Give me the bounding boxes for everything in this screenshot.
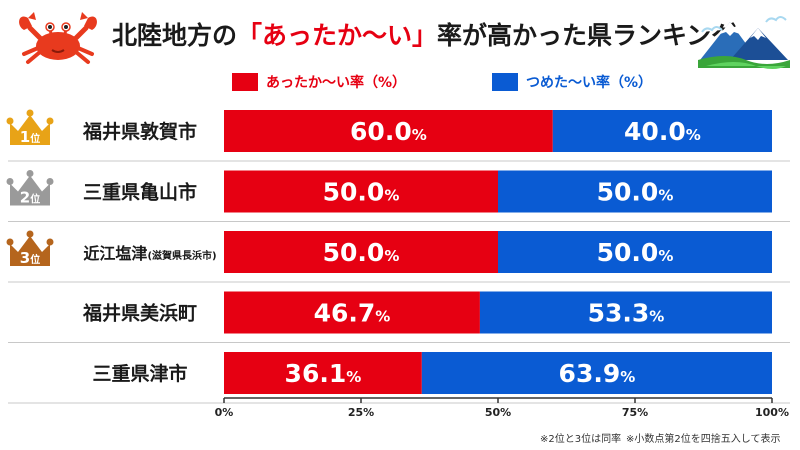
legend-item-cold: つめた〜い率（%） (492, 72, 652, 92)
bar-cold (498, 231, 772, 273)
bar-warm (224, 231, 498, 273)
category-label: 三重県津市 (92, 362, 187, 385)
bar-warm (224, 170, 498, 213)
category-label: 近江塩津(滋賀県長浜市) (83, 244, 216, 263)
crab-icon (19, 12, 97, 64)
data-label-warm: 50.0% (323, 238, 400, 267)
crown-tip (46, 117, 54, 125)
x-tick-label: 0% (215, 406, 234, 419)
data-label-cold: 50.0% (597, 238, 674, 267)
mountain-icon (698, 16, 790, 69)
bar-cold (552, 110, 772, 152)
data-label-cold: 63.9% (559, 359, 636, 388)
footnote-rounding: ※小数点第2位を四捨五入して表示 (626, 434, 781, 445)
rank-label: 1位 (20, 128, 40, 146)
category-label: 福井県敦賀市 (82, 120, 197, 143)
crown-icon (10, 115, 50, 145)
data-label-warm: 36.1% (285, 359, 362, 388)
x-tick-label: 25% (348, 406, 374, 419)
bar-warm (224, 110, 553, 152)
data-label-warm: 50.0% (323, 178, 400, 207)
crown-tip (6, 178, 14, 185)
data-label-cold: 53.3% (588, 299, 665, 328)
data-label-warm: 60.0% (350, 117, 427, 146)
bar-cold (498, 170, 772, 213)
crown-tip (46, 238, 54, 246)
crown-tip (6, 117, 14, 125)
legend-label-cold: つめた〜い率（%） (526, 75, 653, 91)
data-label-cold: 50.0% (597, 178, 674, 207)
crown-tip (46, 178, 54, 185)
crown-tip (26, 109, 34, 117)
x-tick-label: 50% (485, 406, 511, 419)
x-tick-label: 75% (622, 406, 648, 419)
crown-icon (10, 175, 50, 206)
bar-cold (421, 352, 772, 394)
bar-warm (224, 352, 422, 394)
legend-label-warm: あったか〜い率（%） (266, 75, 407, 91)
data-label-cold: 40.0% (624, 117, 701, 146)
title-before: 北陸地方の (112, 21, 238, 50)
x-tick-label: 100% (755, 406, 789, 419)
data-label-warm: 46.7% (314, 299, 391, 328)
title-after: 率が高かった県ランキング (437, 21, 737, 50)
crown-tip (26, 170, 34, 177)
bar-warm (224, 291, 480, 334)
rank-label: 3位 (20, 249, 40, 267)
legend-swatch-warm (232, 73, 258, 91)
legend-item-warm: あったか〜い率（%） (232, 72, 406, 92)
bar-cold (479, 291, 772, 334)
category-label: 三重県亀山市 (83, 181, 197, 204)
crown-icon (10, 236, 50, 266)
category-label: 福井県美浜町 (82, 302, 197, 325)
title-area: 北陸地方の「あったか〜い」率が高かった県ランキング (0, 0, 800, 60)
crown-tip (6, 238, 14, 246)
crown-tip (26, 230, 34, 238)
title-highlight: 「あったか〜い」 (237, 21, 438, 50)
footnote-tie: ※2位と3位は同率 (540, 434, 622, 445)
chart-title: 北陸地方の「あったか〜い」率が高かった県ランキング (112, 16, 736, 52)
rank-label: 2位 (20, 189, 40, 207)
legend-swatch-cold (492, 73, 518, 91)
